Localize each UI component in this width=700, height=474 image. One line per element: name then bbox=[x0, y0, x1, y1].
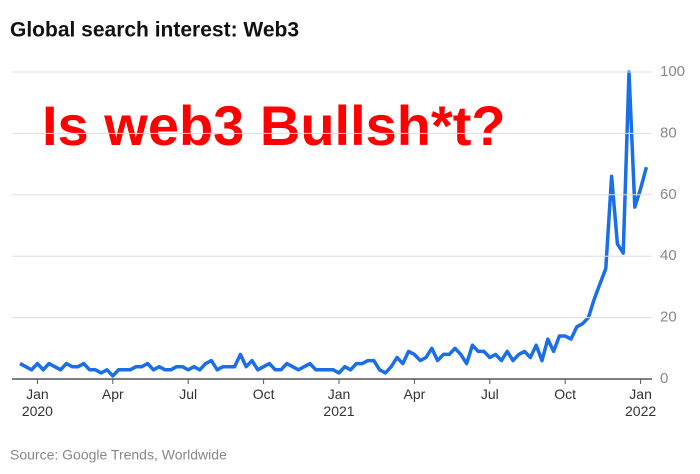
x-tick-label: Jan 2021 bbox=[323, 386, 355, 419]
source-note: Source: Google Trends, Worldwide bbox=[10, 447, 227, 463]
y-tick-label: 80 bbox=[660, 124, 677, 141]
x-tick-label: Oct bbox=[252, 386, 275, 402]
x-tick-label: Jan 2022 bbox=[625, 386, 657, 419]
y-tick-label: 40 bbox=[660, 247, 677, 264]
x-tick-label: Jul bbox=[480, 386, 499, 402]
x-tick-label: Oct bbox=[554, 386, 577, 402]
y-tick-label: 100 bbox=[660, 63, 685, 80]
y-tick-label: 60 bbox=[660, 186, 677, 203]
y-tick-label: 0 bbox=[660, 370, 668, 387]
x-tick-label: Jan 2020 bbox=[21, 386, 53, 419]
annotation: Is web3 Bullsh*t? bbox=[42, 94, 506, 157]
data-line bbox=[19, 70, 649, 378]
x-tick-label: Jul bbox=[179, 386, 198, 402]
x-tick-label: Apr bbox=[101, 386, 124, 402]
y-tick-label: 20 bbox=[660, 309, 677, 326]
x-tick-label: Apr bbox=[403, 386, 426, 402]
chart-title: Global search interest: Web3 bbox=[10, 19, 299, 42]
